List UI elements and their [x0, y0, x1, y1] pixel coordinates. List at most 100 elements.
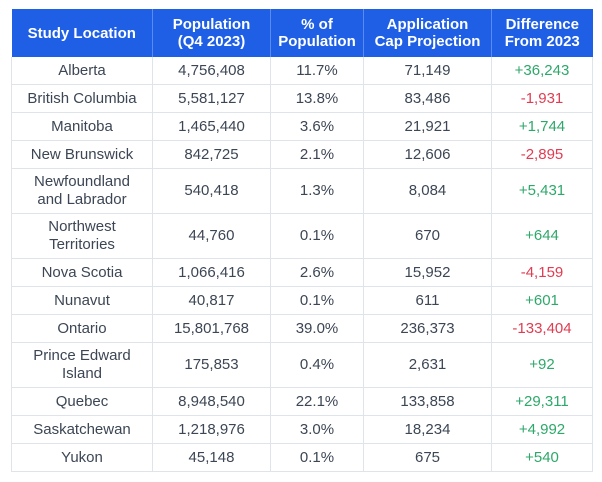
header-line: (Q4 2023) — [177, 33, 246, 50]
cell-percent: 2.6% — [270, 258, 364, 287]
cell-population: 8,948,540 — [152, 387, 271, 416]
cell-percent: 2.1% — [270, 140, 364, 169]
cell-study-location: Saskatchewan — [11, 415, 153, 444]
header-percent-of-population: % of Population — [270, 9, 364, 57]
header-application-cap-projection: Application Cap Projection — [363, 9, 492, 57]
cell-population: 1,465,440 — [152, 112, 271, 141]
cell-cap-projection: 83,486 — [363, 84, 492, 113]
location-line: Saskatchewan — [33, 420, 131, 438]
table-row: Nova Scotia 1,066,416 2.6% 15,952 -4,159 — [11, 258, 593, 287]
cell-difference: +36,243 — [491, 57, 593, 85]
cell-cap-projection: 611 — [363, 286, 492, 315]
cell-percent: 0.1% — [270, 286, 364, 315]
location-line: Alberta — [58, 61, 106, 79]
location-line: Territories — [49, 236, 115, 253]
table-row: Ontario 15,801,768 39.0% 236,373 -133,404 — [11, 314, 593, 343]
cell-percent: 11.7% — [270, 57, 364, 85]
header-population: Population (Q4 2023) — [152, 9, 271, 57]
cell-population: 842,725 — [152, 140, 271, 169]
cell-cap-projection: 21,921 — [363, 112, 492, 141]
location-line: Yukon — [61, 448, 103, 466]
cell-study-location: Nova Scotia — [11, 258, 153, 287]
cell-percent: 22.1% — [270, 387, 364, 416]
table-row: Saskatchewan 1,218,976 3.0% 18,234 +4,992 — [11, 415, 593, 444]
location-line: Northwest — [48, 218, 116, 235]
cell-study-location: Ontario — [11, 314, 153, 343]
location-line: Ontario — [57, 319, 107, 337]
cell-study-location: British Columbia — [11, 84, 153, 113]
header-line: Application — [386, 16, 469, 33]
cell-difference: -1,931 — [491, 84, 593, 113]
header-line: From 2023 — [504, 33, 580, 50]
cell-study-location: Prince Edward Island — [11, 342, 153, 388]
header-study-location: Study Location — [11, 9, 153, 57]
cell-cap-projection: 236,373 — [363, 314, 492, 343]
cell-population: 44,760 — [152, 213, 271, 259]
cell-percent: 39.0% — [270, 314, 364, 343]
cell-population: 4,756,408 — [152, 57, 271, 85]
population-table-container: Study Location Population (Q4 2023) % of… — [11, 9, 593, 472]
header-line: Difference — [505, 16, 579, 33]
cell-difference: +5,431 — [491, 168, 593, 214]
cell-study-location: Quebec — [11, 387, 153, 416]
location-line: Manitoba — [51, 117, 113, 135]
table-row: Yukon 45,148 0.1% 675 +540 — [11, 443, 593, 472]
population-table: Study Location Population (Q4 2023) % of… — [11, 9, 593, 472]
cell-percent: 3.6% — [270, 112, 364, 141]
cell-difference: -2,895 — [491, 140, 593, 169]
cell-cap-projection: 675 — [363, 443, 492, 472]
cell-percent: 0.4% — [270, 342, 364, 388]
cell-population: 1,218,976 — [152, 415, 271, 444]
table-row: Manitoba 1,465,440 3.6% 21,921 +1,744 — [11, 112, 593, 141]
location-line: and Labrador — [37, 191, 127, 208]
header-line: Population — [278, 33, 356, 50]
cell-population: 1,066,416 — [152, 258, 271, 287]
cell-population: 45,148 — [152, 443, 271, 472]
cell-cap-projection: 2,631 — [363, 342, 492, 388]
table-row: Prince Edward Island 175,853 0.4% 2,631 +92 — [11, 342, 593, 388]
cell-study-location: Northwest Territories — [11, 213, 153, 259]
header-line: Cap Projection — [374, 33, 481, 50]
table-row: Alberta 4,756,408 11.7% 71,149 +36,243 — [11, 57, 593, 85]
cell-percent: 13.8% — [270, 84, 364, 113]
location-line: New Brunswick — [30, 145, 134, 163]
location-line: Quebec — [55, 392, 109, 410]
cell-cap-projection: 670 — [363, 213, 492, 259]
cell-study-location: New Brunswick — [11, 140, 153, 169]
location-line: Nova Scotia — [41, 263, 123, 281]
cell-cap-projection: 8,084 — [363, 168, 492, 214]
cell-population: 5,581,127 — [152, 84, 271, 113]
table-row: Quebec 8,948,540 22.1% 133,858 +29,311 — [11, 387, 593, 416]
cell-difference: +644 — [491, 213, 593, 259]
cell-difference: -133,404 — [491, 314, 593, 343]
location-line: Newfoundland — [34, 173, 130, 190]
cell-difference: -4,159 — [491, 258, 593, 287]
cell-difference: +92 — [491, 342, 593, 388]
location-line: Prince Edward — [33, 347, 131, 364]
cell-population: 40,817 — [152, 286, 271, 315]
cell-difference: +1,744 — [491, 112, 593, 141]
cell-cap-projection: 18,234 — [363, 415, 492, 444]
cell-study-location: Alberta — [11, 57, 153, 85]
table-header: Study Location Population (Q4 2023) % of… — [11, 9, 593, 57]
cell-percent: 0.1% — [270, 443, 364, 472]
cell-population: 15,801,768 — [152, 314, 271, 343]
cell-cap-projection: 133,858 — [363, 387, 492, 416]
cell-difference: +29,311 — [491, 387, 593, 416]
cell-cap-projection: 12,606 — [363, 140, 492, 169]
header-line: Study Location — [27, 24, 136, 42]
cell-percent: 0.1% — [270, 213, 364, 259]
table-body: Alberta 4,756,408 11.7% 71,149 +36,243 Britis… — [11, 57, 593, 472]
cell-study-location: Manitoba — [11, 112, 153, 141]
cell-population: 540,418 — [152, 168, 271, 214]
cell-difference: +601 — [491, 286, 593, 315]
location-line: British Columbia — [27, 89, 137, 107]
header-line: Population — [172, 16, 251, 33]
header-row: Study Location Population (Q4 2023) % of… — [11, 9, 593, 57]
table-row: New Brunswick 842,725 2.1% 12,606 -2,895 — [11, 140, 593, 169]
table-row: Nunavut 40,817 0.1% 611 +601 — [11, 286, 593, 315]
header-line: % of — [301, 16, 333, 33]
cell-population: 175,853 — [152, 342, 271, 388]
cell-study-location: Nunavut — [11, 286, 153, 315]
cell-study-location: Newfoundland and Labrador — [11, 168, 153, 214]
